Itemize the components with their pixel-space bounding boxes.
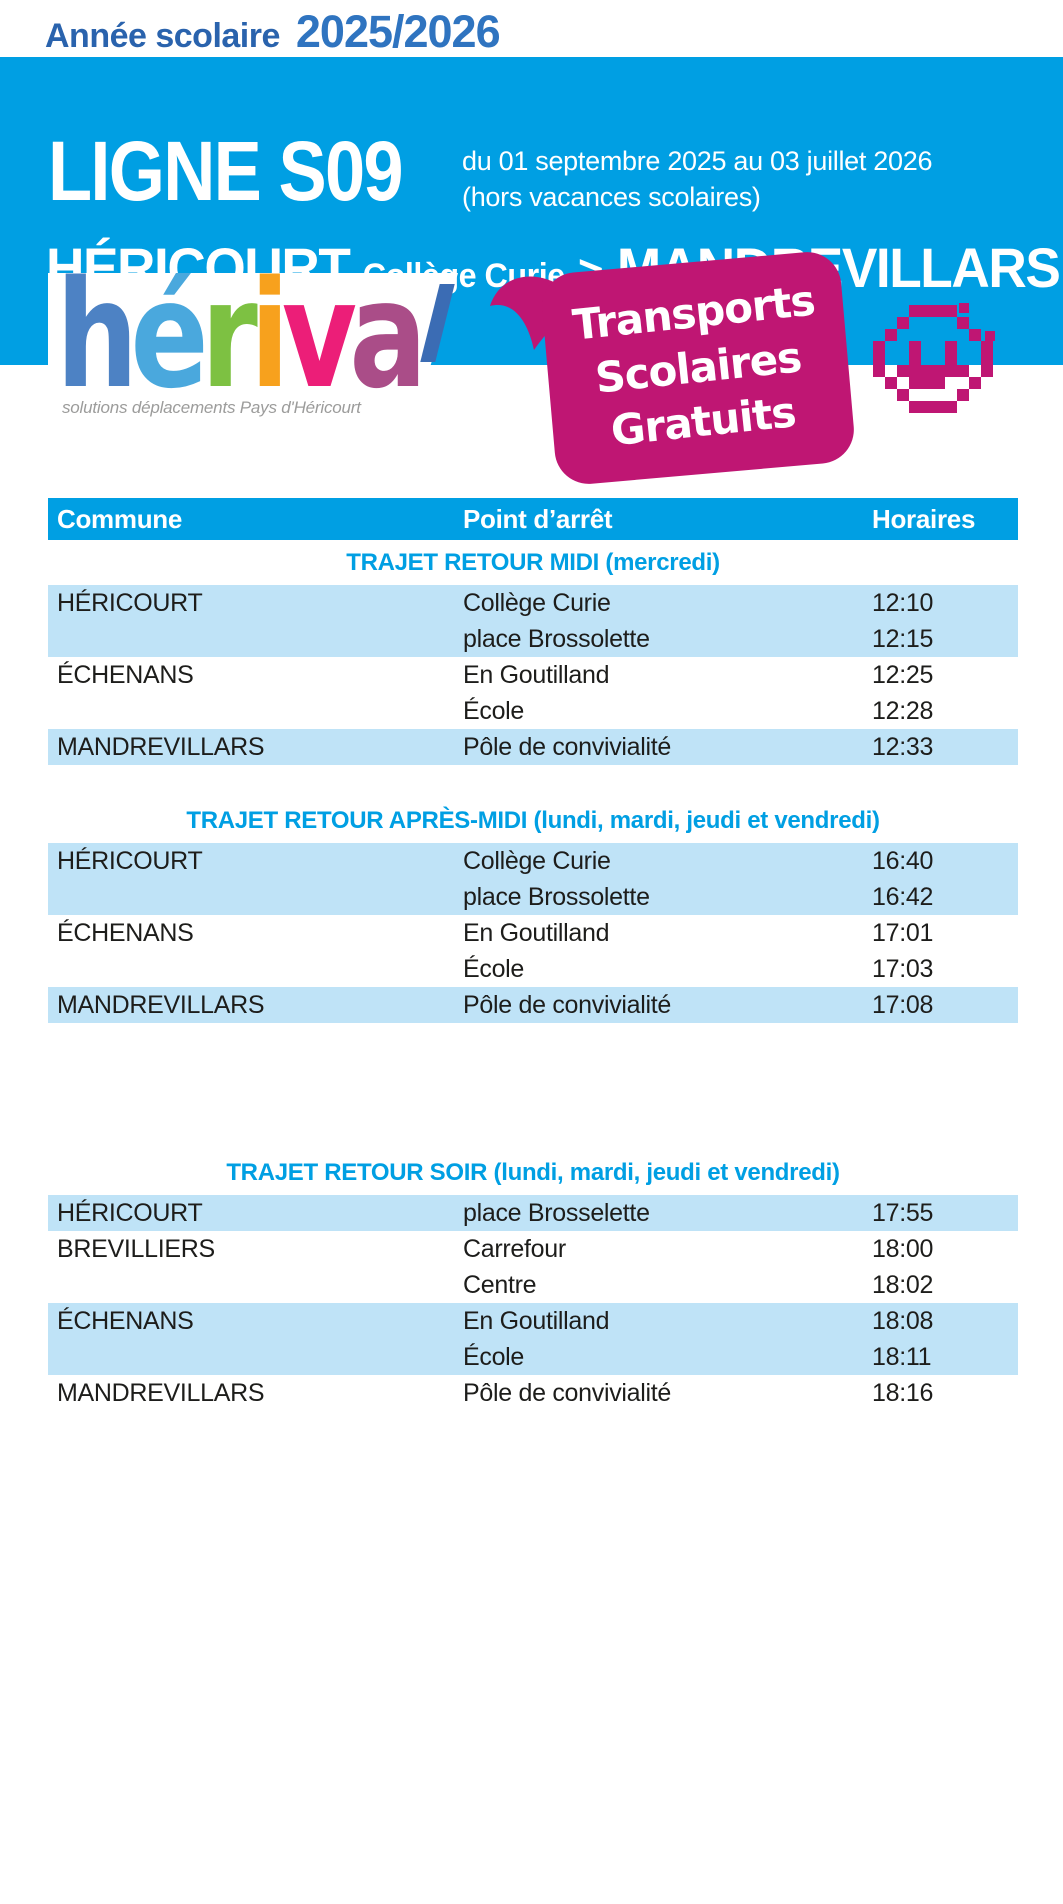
cell-time: 18:02 xyxy=(872,1271,934,1299)
cell-stop: place Brossolette xyxy=(463,883,650,911)
pixel-smiley-icon xyxy=(873,303,995,413)
cell-stop: Centre xyxy=(463,1271,537,1299)
schedule-section: TRAJET RETOUR APRÈS-MIDI (lundi, mardi, … xyxy=(48,798,1018,1023)
cell-commune: ÉCHENANS xyxy=(57,919,194,947)
cell-commune: ÉCHENANS xyxy=(57,1307,194,1335)
table-row: BREVILLIERS Carrefour 18:00 xyxy=(48,1231,1018,1267)
cell-stop: École xyxy=(463,955,525,983)
cell-commune: HÉRICOURT xyxy=(57,589,203,617)
schedule-section: TRAJET RETOUR SOIR (lundi, mardi, jeudi … xyxy=(48,1150,1018,1411)
logo-letter: v xyxy=(281,249,357,421)
cell-commune xyxy=(48,1339,463,1375)
heriva-wordmark: hériva xyxy=(56,273,427,411)
logo-letter: h xyxy=(56,249,138,421)
schedule-section: TRAJET RETOUR MIDI (mercredi) HÉRICOURT Co… xyxy=(48,540,1018,765)
logo-letter: a xyxy=(349,249,427,421)
cell-stop: École xyxy=(463,1343,525,1371)
table-row: place Brossolette 12:15 xyxy=(48,621,1018,657)
cell-time: 12:10 xyxy=(872,589,934,617)
heriva-tagline: solutions déplacements Pays d'Héricourt xyxy=(62,398,361,417)
cell-stop: Pôle de convivialité xyxy=(463,1379,672,1407)
cell-commune: HÉRICOURT xyxy=(57,847,203,875)
heriva-logo: hériva solutions déplacements Pays d'Hér… xyxy=(48,273,458,425)
validity-period-line1: du 01 septembre 2025 au 03 juillet 2026 xyxy=(462,146,933,176)
table-row: École 12:28 xyxy=(48,693,1018,729)
cell-stop: En Goutilland xyxy=(463,1307,610,1335)
school-year-label: Année scolaire xyxy=(45,17,280,55)
schedule-table: Commune Point d’arrêt Horaires TRAJET RE… xyxy=(48,498,1018,1411)
school-year-value: 2025/2026 xyxy=(295,6,501,57)
cell-stop: place Brosselette xyxy=(463,1199,650,1227)
logo-letter: i xyxy=(250,249,290,421)
cell-commune: MANDREVILLARS xyxy=(57,991,265,1019)
table-row: HÉRICOURT Collège Curie 12:10 xyxy=(48,585,1018,621)
table-row: MANDREVILLARS Pôle de convivialité 18:16 xyxy=(48,1375,1018,1411)
cell-time: 12:28 xyxy=(872,697,934,725)
cell-time: 18:08 xyxy=(872,1307,934,1335)
cell-commune xyxy=(48,1267,463,1303)
table-row: ÉCHENANS En Goutilland 18:08 xyxy=(48,1303,1018,1339)
cell-stop: Collège Curie xyxy=(463,589,611,617)
cell-commune xyxy=(48,693,463,729)
cell-stop: Collège Curie xyxy=(463,847,611,875)
cell-stop: place Brossolette xyxy=(463,625,650,653)
cell-time: 17:08 xyxy=(872,991,934,1019)
cell-time: 17:01 xyxy=(872,919,934,947)
cell-time: 18:11 xyxy=(872,1343,932,1371)
cell-stop: En Goutilland xyxy=(463,919,610,947)
cell-stop: Carrefour xyxy=(463,1235,566,1263)
cell-stop: École xyxy=(463,697,525,725)
column-header-stop: Point d’arrêt xyxy=(463,503,613,534)
validity-period-line2: (hors vacances scolaires) xyxy=(462,182,761,213)
cell-commune xyxy=(48,621,463,657)
cell-stop: Pôle de convivialité xyxy=(463,991,672,1019)
table-row: MANDREVILLARS Pôle de convivialité 17:08 xyxy=(48,987,1018,1023)
cell-time: 16:42 xyxy=(872,883,934,911)
cell-stop: En Goutilland xyxy=(463,661,610,689)
table-row: place Brossolette 16:42 xyxy=(48,879,1018,915)
table-row: HÉRICOURT Collège Curie 16:40 xyxy=(48,843,1018,879)
section-title: TRAJET RETOUR APRÈS-MIDI (lundi, mardi, … xyxy=(186,807,880,834)
table-row: MANDREVILLARS Pôle de convivialité 12:33 xyxy=(48,729,1018,765)
free-transport-bubble: Transports Scolaires Gratuits xyxy=(539,249,857,487)
cell-time: 12:15 xyxy=(872,625,934,653)
school-year-header: Année scolaire 2025/2026 xyxy=(45,6,501,58)
cell-time: 12:33 xyxy=(872,733,934,761)
cell-commune: MANDREVILLARS xyxy=(57,733,265,761)
table-row: École 17:03 xyxy=(48,951,1018,987)
line-name: LIGNE S09 xyxy=(48,124,404,218)
table-row: ÉCHENANS En Goutilland 17:01 xyxy=(48,915,1018,951)
validity-period: du 01 septembre 2025 au 03 juillet 2026 … xyxy=(462,143,932,216)
cell-time: 18:00 xyxy=(872,1235,934,1263)
logo-letter: r xyxy=(200,249,258,421)
cell-time: 16:40 xyxy=(872,847,934,875)
cell-commune xyxy=(48,951,463,987)
cell-time: 17:55 xyxy=(872,1199,934,1227)
column-header-times: Horaires xyxy=(872,503,976,534)
section-title: TRAJET RETOUR MIDI (mercredi) xyxy=(346,549,720,576)
section-title: TRAJET RETOUR SOIR (lundi, mardi, jeudi … xyxy=(226,1159,840,1186)
cell-time: 12:25 xyxy=(872,661,934,689)
table-header-row: Commune Point d’arrêt Horaires xyxy=(48,498,1018,540)
cell-stop: Pôle de convivialité xyxy=(463,733,672,761)
cell-commune: HÉRICOURT xyxy=(57,1199,203,1227)
logo-letter: é xyxy=(130,249,208,421)
table-row: Centre 18:02 xyxy=(48,1267,1018,1303)
table-row: École 18:11 xyxy=(48,1339,1018,1375)
schedule-sections: TRAJET RETOUR MIDI (mercredi) HÉRICOURT Co… xyxy=(48,540,1018,1411)
cell-commune xyxy=(48,879,463,915)
table-row: ÉCHENANS En Goutilland 12:25 xyxy=(48,657,1018,693)
cell-commune: MANDREVILLARS xyxy=(57,1379,265,1407)
cell-time: 18:16 xyxy=(872,1379,934,1407)
cell-time: 17:03 xyxy=(872,955,934,983)
cell-commune: ÉCHENANS xyxy=(57,661,194,689)
cell-commune: BREVILLIERS xyxy=(57,1235,215,1263)
table-row: HÉRICOURT place Brosselette 17:55 xyxy=(48,1195,1018,1231)
column-header-commune: Commune xyxy=(57,503,183,534)
